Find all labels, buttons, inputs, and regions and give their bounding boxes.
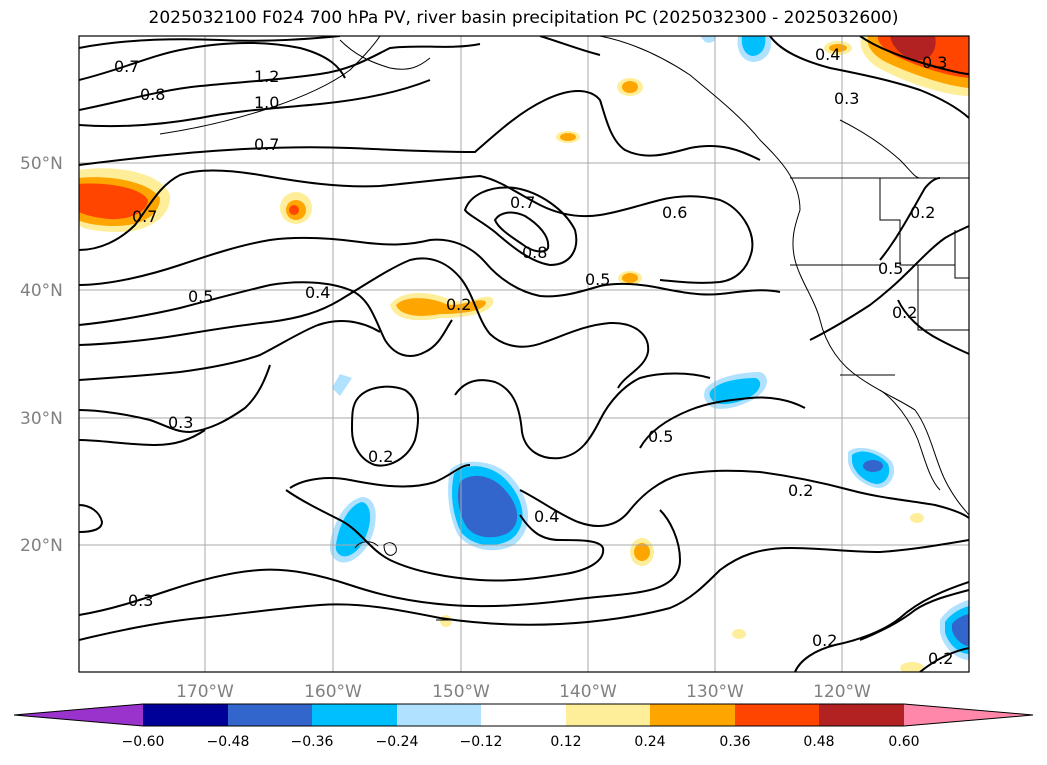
- pv-contour-label: 0.4: [534, 507, 559, 526]
- lat-label: 40°N: [20, 281, 63, 301]
- precip-positive-region: [440, 615, 452, 627]
- lon-label: 120°W: [813, 682, 871, 702]
- map-frame: [78, 35, 970, 673]
- pv-contour-label: 0.5: [878, 259, 903, 278]
- colorbar-tick-label: −0.24: [376, 734, 419, 750]
- pv-contour-label: 0.5: [648, 427, 673, 446]
- colorbar-tick-label: 0.24: [634, 734, 665, 750]
- colorbar-extend-max: [904, 704, 1033, 726]
- precip-positive-region: [732, 629, 746, 639]
- pv-contour-label: 0.4: [815, 45, 840, 64]
- lat-label: 50°N: [20, 154, 63, 174]
- pv-contour-label: 0.4: [305, 283, 330, 302]
- colorbar-tick-label: 0.12: [550, 734, 581, 750]
- pv-contour-label: 0.2: [788, 481, 813, 500]
- precip-negative-region: [700, 36, 716, 43]
- precip-negative-region: [952, 614, 969, 646]
- precip-positive-region: [289, 205, 299, 215]
- lon-label: 170°W: [176, 682, 234, 702]
- colorbar-tick-label: 0.36: [719, 734, 750, 750]
- pv-contour-label: 1.0: [254, 93, 279, 112]
- map-title: 2025032100 F024 700 hPa PV, river basin …: [148, 8, 899, 28]
- pv-contour-label: 0.2: [892, 303, 917, 322]
- colorbar-tick-label: 0.48: [803, 734, 834, 750]
- lat-label: 30°N: [20, 409, 63, 429]
- pv-contour-label: 0.2: [928, 649, 953, 668]
- colorbar-segment: [143, 704, 228, 726]
- pv-contour-label: 0.3: [168, 413, 193, 432]
- colorbar-extend-min: [14, 704, 143, 726]
- colorbar-segment: [566, 704, 650, 726]
- colorbar-tick-label: 0.60: [888, 734, 919, 750]
- precip-negative-region: [741, 36, 766, 56]
- pv-contour-label: 0.7: [114, 57, 139, 76]
- precip-positive-region: [890, 36, 936, 61]
- pv-contour-label: 0.8: [522, 243, 547, 262]
- pv-contour-label: 0.2: [446, 295, 471, 314]
- colorbar-segment: [650, 704, 735, 726]
- lon-label: 130°W: [686, 682, 744, 702]
- colorbar-segment: [312, 704, 397, 726]
- pv-contour-label: 0.8: [140, 85, 165, 104]
- pv-contour-label: 0.3: [922, 53, 947, 72]
- colorbar-tick-label: −0.60: [122, 734, 165, 750]
- precip-positive-region: [79, 183, 148, 220]
- pv-contour-label: 1.2: [254, 67, 279, 86]
- graticule: [79, 36, 969, 672]
- precip-positive-region: [622, 273, 638, 283]
- colorbar-tick-label: −0.48: [207, 734, 250, 750]
- colorbar-segment: [228, 704, 312, 726]
- precip-positive-region: [622, 81, 638, 93]
- pv-contour-label: 0.7: [254, 135, 279, 154]
- pv-contour-label: 0.2: [368, 447, 393, 466]
- colorbar-tick-label: −0.36: [291, 734, 334, 750]
- precip-negative-region: [863, 460, 883, 472]
- colorbar-tick-label: −0.12: [460, 734, 503, 750]
- latitude-labels: 50°N 40°N 30°N 20°N: [20, 154, 63, 556]
- pv-contour-label: 0.7: [132, 207, 157, 226]
- pv-contours: [79, 36, 969, 672]
- lon-label: 140°W: [559, 682, 617, 702]
- precip-positive-region: [396, 298, 486, 316]
- precip-negative-region: [332, 374, 352, 396]
- precip-positive-region: [634, 543, 650, 561]
- pv-contour-label: 0.5: [188, 287, 213, 306]
- map-area: [79, 36, 969, 672]
- colorbar-segment: [481, 704, 566, 726]
- pv-contour-label: 0.2: [812, 631, 837, 650]
- pv-contour-label: 0.7: [510, 193, 535, 212]
- precip-positive-region: [910, 513, 924, 523]
- pv-contour-label: 0.2: [910, 203, 935, 222]
- pv-labels: 0.7 0.8 1.2 1.0 0.7 0.4 0.3 0.3 0.7 0.7 …: [114, 45, 953, 668]
- pv-contour-label: 0.3: [128, 591, 153, 610]
- lon-label: 150°W: [432, 682, 490, 702]
- precip-negative-region: [458, 475, 518, 538]
- lat-label: 20°N: [20, 536, 63, 556]
- colorbar: −0.60 −0.48 −0.36 −0.24 −0.12 0.12 0.24 …: [13, 703, 1034, 750]
- colorbar-segment: [735, 704, 819, 726]
- lon-label: 160°W: [304, 682, 362, 702]
- longitude-labels: 170°W 160°W 150°W 140°W 130°W 120°W: [176, 682, 871, 702]
- pv-contour-label: 0.5: [585, 270, 610, 289]
- pv-contour-label: 0.6: [662, 203, 687, 222]
- colorbar-segment: [397, 704, 481, 726]
- pv-contour-label: 0.3: [834, 89, 859, 108]
- precip-shading: [79, 36, 969, 672]
- precip-positive-region: [900, 662, 924, 672]
- colorbar-outline: [13, 703, 1034, 727]
- precip-positive-region: [560, 133, 576, 141]
- colorbar-segment: [819, 704, 904, 726]
